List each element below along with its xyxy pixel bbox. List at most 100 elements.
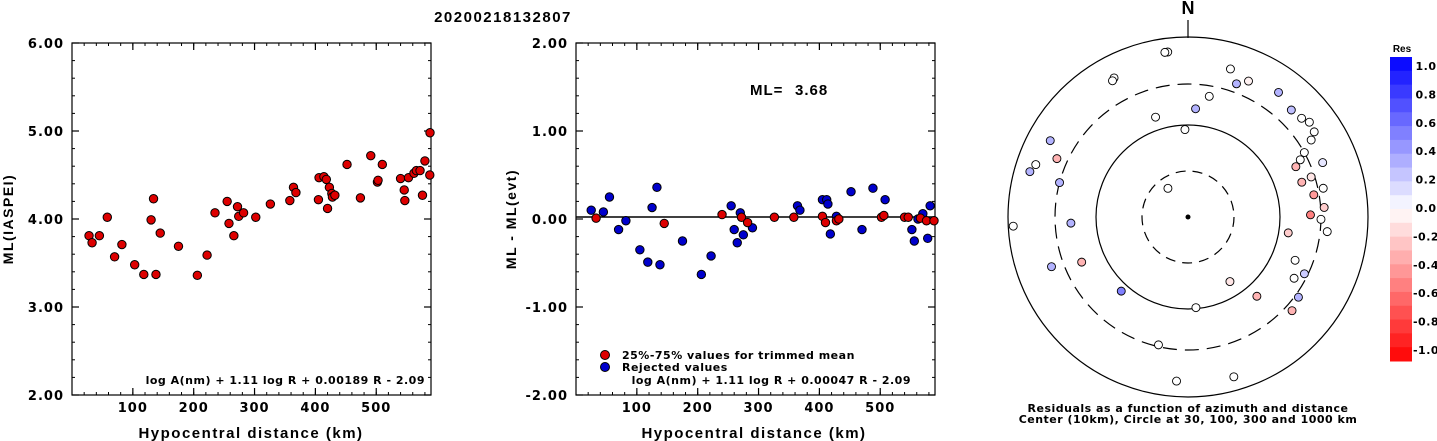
data-point [155, 228, 165, 238]
station-marker [1293, 292, 1303, 302]
colorbar-ticks: 1.0 0.8 0.6 0.4 0.2 0.0 -0.2 -0.4 -0.6 -0.8 -1.0 [1413, 60, 1437, 357]
rejected-point [586, 205, 596, 215]
residual-chart-formula: log A(nm) + 1.11 log R + 0.00047 R - 2.0… [632, 374, 911, 387]
data-point [251, 212, 261, 222]
station-marker [1306, 210, 1315, 220]
data-point [330, 190, 340, 200]
data-point [400, 195, 410, 206]
station-marker [1287, 306, 1297, 316]
colorbar-swatch [1390, 291, 1412, 307]
data-point [202, 250, 212, 260]
legend-rejected-marker [600, 362, 610, 372]
station-marker [1055, 178, 1064, 188]
colorbar-title: Res [1393, 44, 1412, 55]
colorbar-tick-label: 0.2 [1416, 174, 1437, 187]
residual-chart-x-label: Hypocentral distance (km) [641, 425, 866, 441]
colorbar-tick-label: 0.0 [1416, 202, 1437, 215]
rejected-point [857, 224, 867, 235]
station-marker [1077, 257, 1087, 267]
station-marker [1252, 291, 1262, 301]
rejected-point [643, 257, 653, 267]
station-marker [1163, 183, 1173, 193]
colorbar-swatch [1390, 70, 1412, 86]
x-tick-label: 400 [300, 401, 330, 416]
data-point [151, 269, 161, 280]
y-tick-label: 0.00 [532, 213, 568, 228]
rejected-point [613, 224, 624, 235]
y-tick-label: -1.00 [526, 301, 568, 316]
residual-chart-x-ticks: 100 200 300 400 500 [587, 43, 930, 416]
colorbar-swatch [1390, 139, 1412, 155]
colorbar-tick-label: -0.6 [1413, 287, 1437, 300]
colorbar-swatch [1390, 57, 1412, 72]
colorbar-tick-label: -0.2 [1413, 230, 1437, 243]
data-point [291, 187, 301, 198]
data-point [313, 194, 324, 205]
y-tick-label: 2.00 [28, 389, 64, 404]
residual-chart-y-ticks: -2.00 -1.00 0.00 1.00 2.00 [526, 37, 935, 404]
station-marker [1052, 154, 1062, 164]
rejected-point [729, 224, 739, 235]
colorbar-tick-label: -0.4 [1413, 259, 1437, 272]
colorbar-swatch [1390, 209, 1412, 224]
data-point [417, 190, 428, 200]
station-marker [1047, 262, 1056, 272]
data-point [395, 173, 406, 184]
station-marker [1291, 162, 1301, 172]
ml-value: 3.68 [795, 82, 828, 99]
station-marker [1191, 104, 1201, 114]
x-tick-label: 500 [361, 401, 391, 416]
data-point [222, 196, 232, 207]
colorbar-swatch [1390, 195, 1412, 210]
rejected-point [655, 260, 665, 270]
colorbar-swatch [1390, 126, 1412, 141]
station-marker [1299, 269, 1309, 279]
station-marker [1304, 117, 1314, 127]
ml-chart-y-ticks: 2.00 3.00 4.00 5.00 6.00 [28, 37, 431, 404]
station-marker [1309, 127, 1319, 137]
colorbar-tick-label: 0.6 [1416, 117, 1437, 130]
data-point [173, 241, 184, 251]
trimmed-point [736, 212, 747, 222]
data-point [322, 203, 333, 214]
colorbar-swatch [1390, 347, 1412, 362]
y-tick-label: 4.00 [28, 213, 64, 228]
station-marker [1225, 64, 1235, 74]
residual-chart-points [586, 182, 939, 280]
station-marker [1318, 183, 1328, 193]
data-point [377, 159, 388, 170]
colorbar-swatches [1390, 57, 1412, 362]
trimmed-point [834, 214, 844, 224]
x-tick-label: 300 [743, 401, 773, 416]
station-marker [1290, 255, 1300, 265]
rejected-point [880, 194, 890, 205]
rejected-point [823, 199, 833, 209]
ml-value-label: ML= [750, 82, 783, 99]
rejected-point [604, 192, 615, 202]
colorbar-tick-label: 0.4 [1416, 145, 1437, 158]
station-marker [1172, 376, 1181, 386]
station-marker [1225, 277, 1235, 287]
colorbar-swatch [1390, 112, 1412, 127]
colorbar-swatch [1390, 278, 1412, 293]
colorbar-swatch [1390, 181, 1412, 196]
rejected-point [696, 269, 707, 280]
rejected-point [647, 202, 657, 213]
trimmed-point [742, 217, 753, 228]
colorbar-swatch [1390, 250, 1412, 265]
x-tick-label: 200 [179, 401, 209, 416]
trimmed-point [717, 209, 727, 220]
colorbar-swatch [1390, 305, 1412, 321]
data-point [117, 239, 127, 250]
legend-trimmed-label: 25%-75% values for trimmed mean [622, 349, 855, 362]
data-point [355, 193, 366, 203]
station-marker [1108, 76, 1117, 86]
ring-30km [1141, 170, 1235, 264]
station-marker [1191, 303, 1201, 313]
rejected-point [868, 183, 878, 193]
rejected-point [726, 201, 736, 211]
ml-chart-x-label: Hypocentral distance (km) [138, 425, 363, 441]
rejected-point [598, 207, 609, 217]
data-point [373, 175, 383, 185]
